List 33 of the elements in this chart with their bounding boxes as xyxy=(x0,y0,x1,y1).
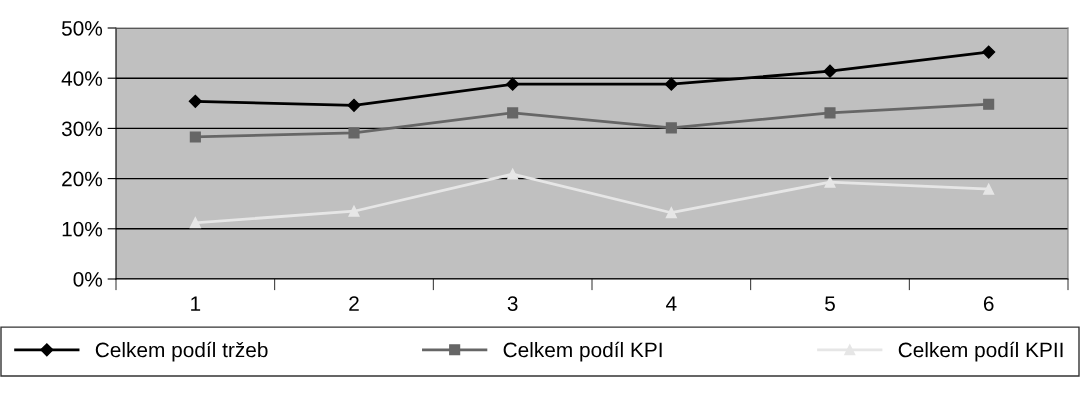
point xyxy=(665,207,677,219)
y-tick-label: 40% xyxy=(61,71,103,86)
point xyxy=(665,122,677,134)
legend-label: Celkem podíl KPI xyxy=(503,341,662,362)
point xyxy=(824,107,836,119)
x-tick-label: 6 xyxy=(983,296,994,311)
point xyxy=(507,107,519,119)
x-tick-label: 4 xyxy=(666,296,677,311)
point xyxy=(189,131,201,143)
point xyxy=(983,183,995,195)
point xyxy=(189,217,201,229)
point xyxy=(664,77,678,91)
point xyxy=(506,77,520,91)
point xyxy=(823,64,837,78)
legend-label: Celkem podíl KPII xyxy=(898,341,1063,362)
point xyxy=(507,168,519,180)
point xyxy=(347,98,361,112)
y-tick-label: 30% xyxy=(61,121,103,137)
point xyxy=(348,127,360,139)
y-tick-label: 10% xyxy=(62,221,103,237)
legend-label: Celkem podíl tržeb xyxy=(95,341,268,362)
y-tick-label: 20% xyxy=(62,171,103,187)
y-tick-label: 0% xyxy=(73,272,103,287)
point xyxy=(824,176,836,188)
x-tick-label: 2 xyxy=(349,296,359,311)
point xyxy=(188,94,202,108)
point xyxy=(982,45,996,59)
x-tick-label: 5 xyxy=(825,296,835,311)
point xyxy=(348,205,360,217)
x-tick-label: 3 xyxy=(507,296,518,311)
x-tick-label: 1 xyxy=(191,296,201,311)
y-tick-label: 50% xyxy=(61,21,103,36)
point xyxy=(983,98,995,110)
